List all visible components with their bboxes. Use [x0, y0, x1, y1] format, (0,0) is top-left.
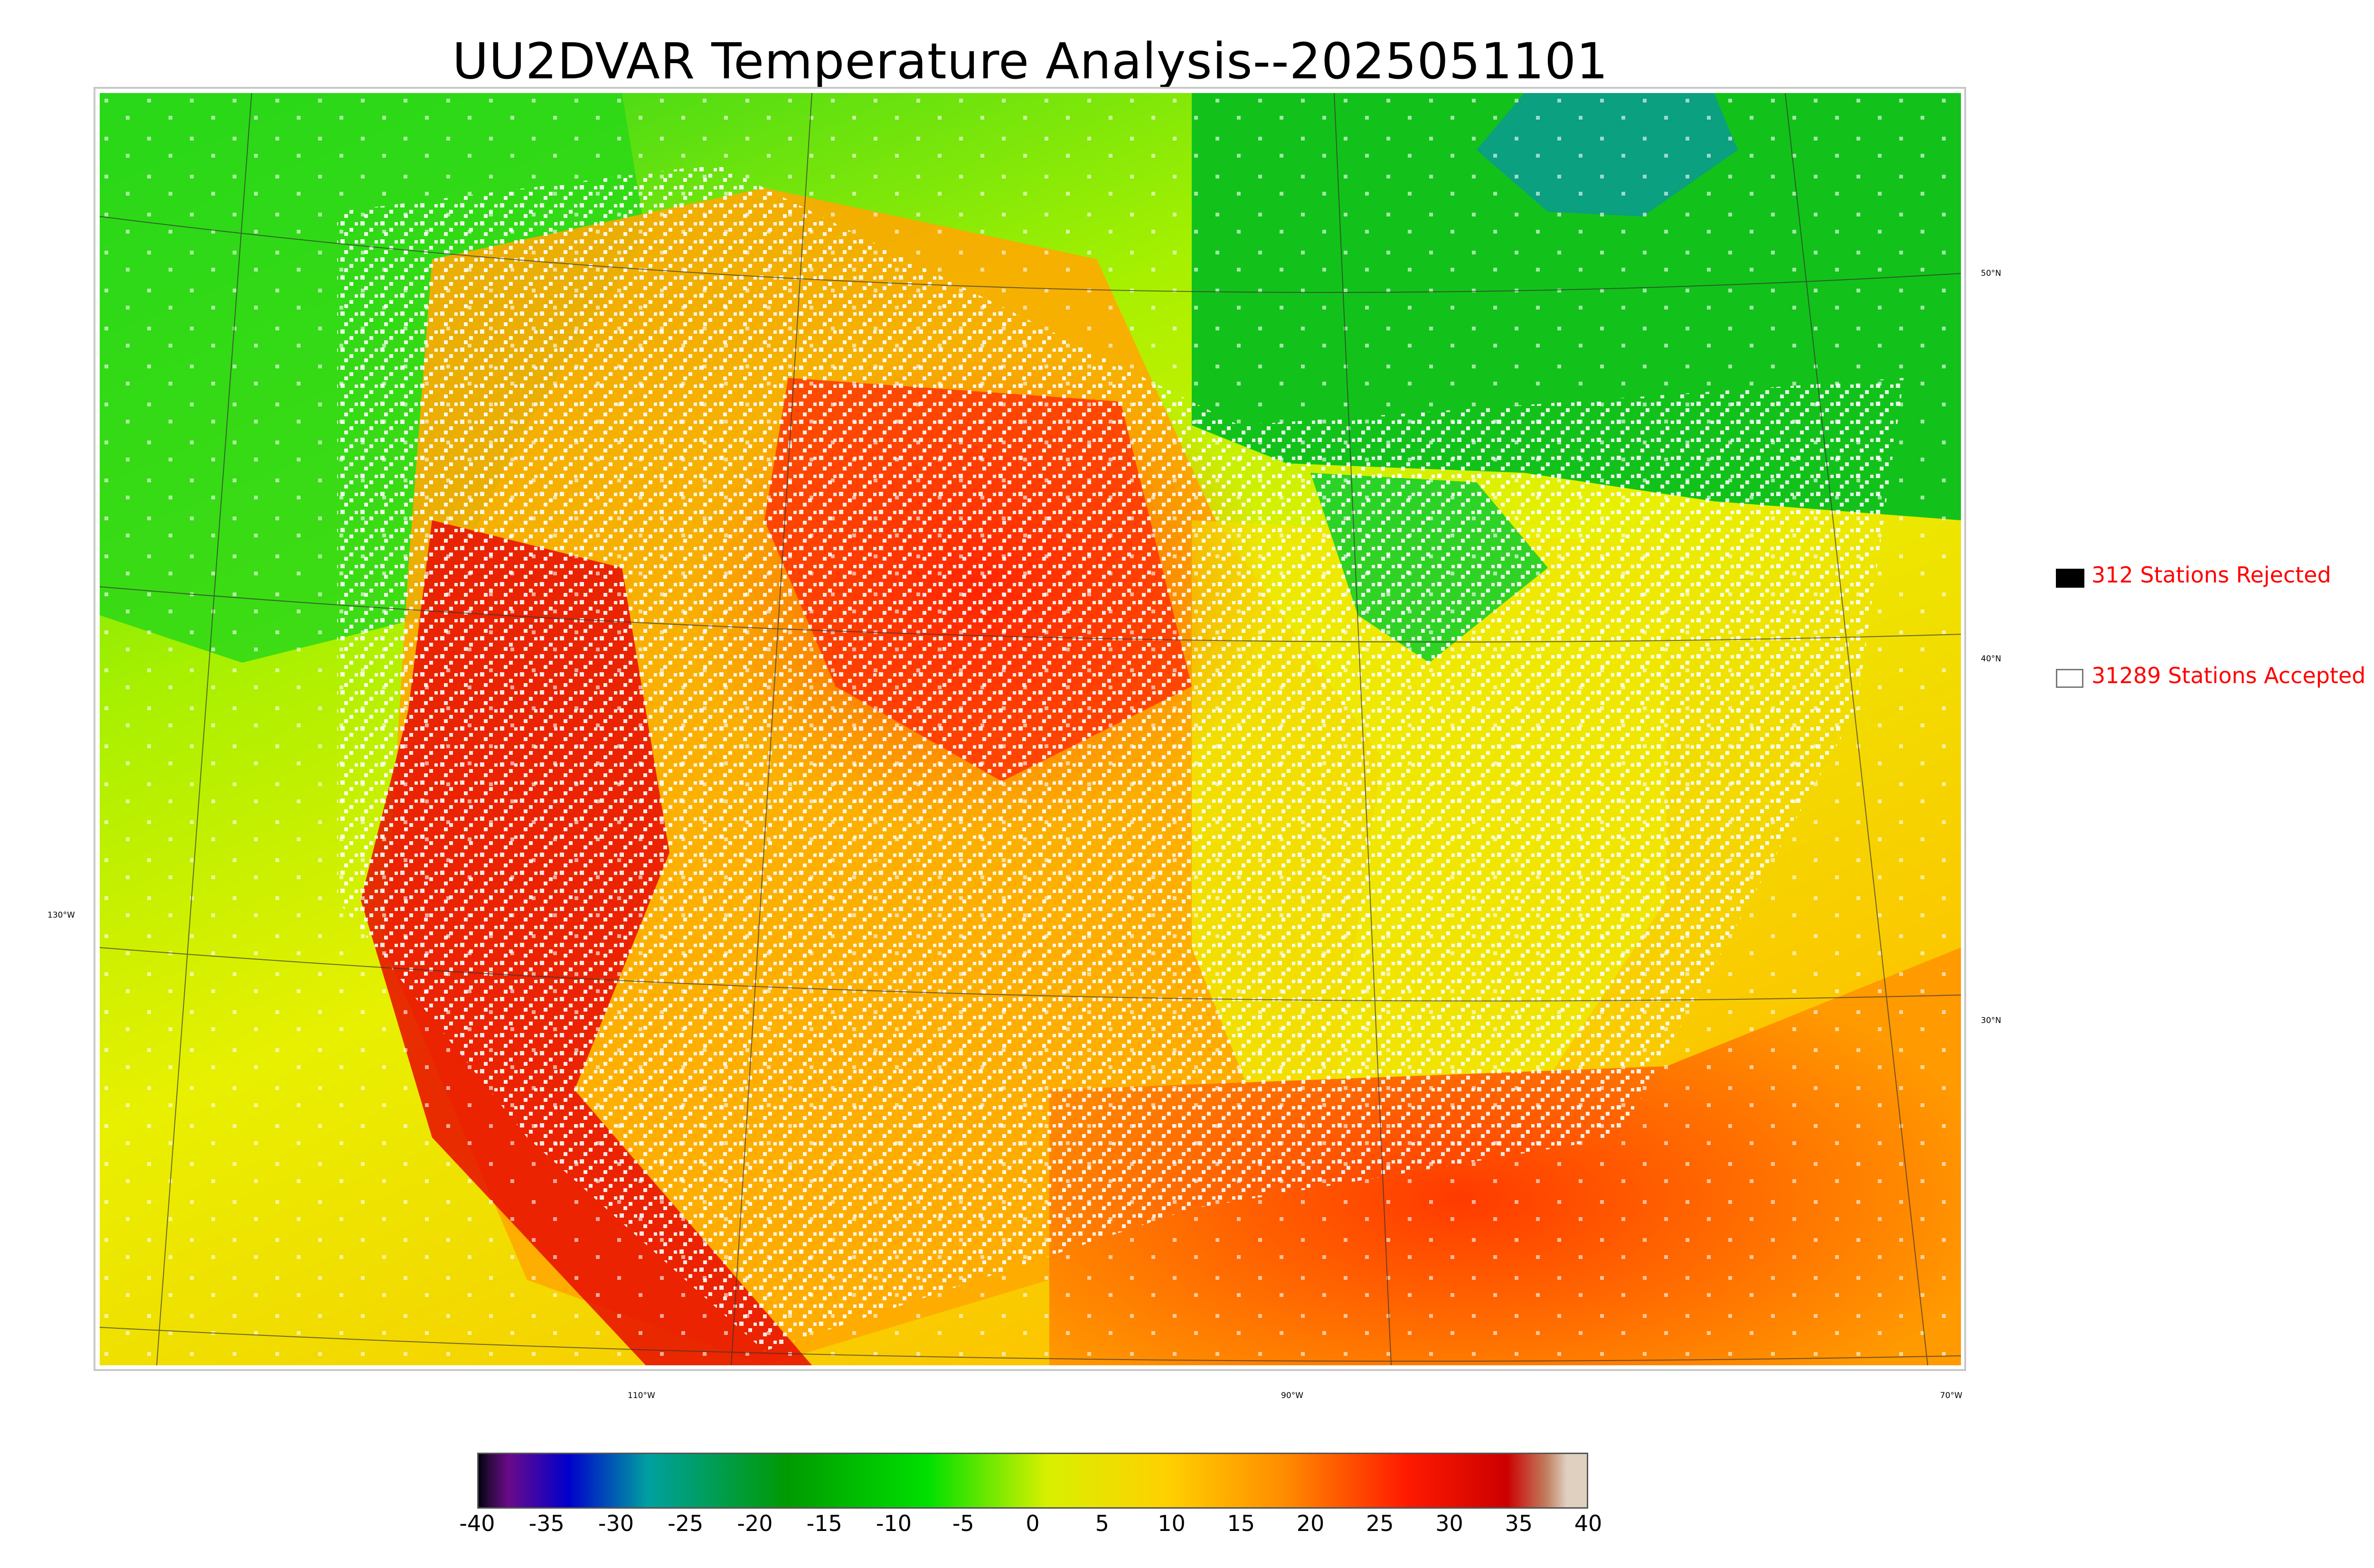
colorbar-tick-label: -10	[876, 1511, 912, 1536]
colorbar-tick-label: 25	[1366, 1511, 1394, 1536]
colorbar-tick-label: -25	[668, 1511, 704, 1536]
colorbar-segment	[479, 1454, 489, 1507]
colorbar-segment	[788, 1454, 928, 1507]
colorbar-segment	[1507, 1454, 1547, 1507]
colorbar-tick-label: 40	[1574, 1511, 1602, 1536]
colorbar-tick-label: 0	[1026, 1511, 1040, 1536]
colorbar-segment	[1566, 1454, 1587, 1507]
colorbar-tick-label: -20	[737, 1511, 773, 1536]
colorbar-tick-label: 35	[1505, 1511, 1533, 1536]
colorbar-segment	[928, 1454, 1048, 1507]
colorbar-segment	[1287, 1454, 1407, 1507]
temperature-colorbar	[477, 1453, 1588, 1509]
map-title: UU2DVAR Temperature Analysis--2025051101	[452, 32, 1609, 90]
lon-label-130w: 130°W	[47, 911, 75, 920]
colorbar-tick-label: -30	[598, 1511, 634, 1536]
colorbar-tick-label: 5	[1095, 1511, 1109, 1536]
colorbar-segment	[648, 1454, 788, 1507]
lon-label-90w: 90°W	[1281, 1391, 1303, 1400]
colorbar-tick-label: -35	[528, 1511, 565, 1536]
accepted-station-swatch	[2056, 669, 2083, 688]
lon-label-110w: 110°W	[628, 1391, 655, 1400]
rejected-stations-label: 312 Stations Rejected	[2091, 562, 2331, 588]
colorbar-tick-label: -40	[459, 1511, 495, 1536]
rejected-station-swatch	[2056, 569, 2084, 588]
lon-label-70w: 70°W	[1940, 1391, 1962, 1400]
lat-label-40n: 40°N	[1981, 654, 2001, 664]
colorbar-tick-label: -5	[952, 1511, 974, 1536]
accepted-stations-label: 31289 Stations Accepted	[2091, 663, 2366, 688]
colorbar-segment	[1167, 1454, 1288, 1507]
temperature-analysis-map	[100, 93, 1961, 1365]
colorbar-tick-label: 15	[1227, 1511, 1255, 1536]
colorbar-tick-label: -15	[806, 1511, 842, 1536]
graticule-lines	[100, 93, 1961, 1365]
colorbar-segment	[568, 1454, 649, 1507]
colorbar-tick-label: 10	[1158, 1511, 1186, 1536]
lat-label-50n: 50°N	[1981, 269, 2001, 278]
colorbar-tick-label: 20	[1296, 1511, 1325, 1536]
colorbar-segment	[1047, 1454, 1168, 1507]
colorbar-segment	[1407, 1454, 1507, 1507]
lat-label-30n: 30°N	[1981, 1016, 2001, 1025]
colorbar-segment	[489, 1454, 509, 1507]
colorbar-segment	[1546, 1454, 1567, 1507]
colorbar-tick-label: 30	[1435, 1511, 1463, 1536]
accepted-station-markers-sparse	[100, 93, 1961, 1365]
colorbar-segment	[509, 1454, 569, 1507]
